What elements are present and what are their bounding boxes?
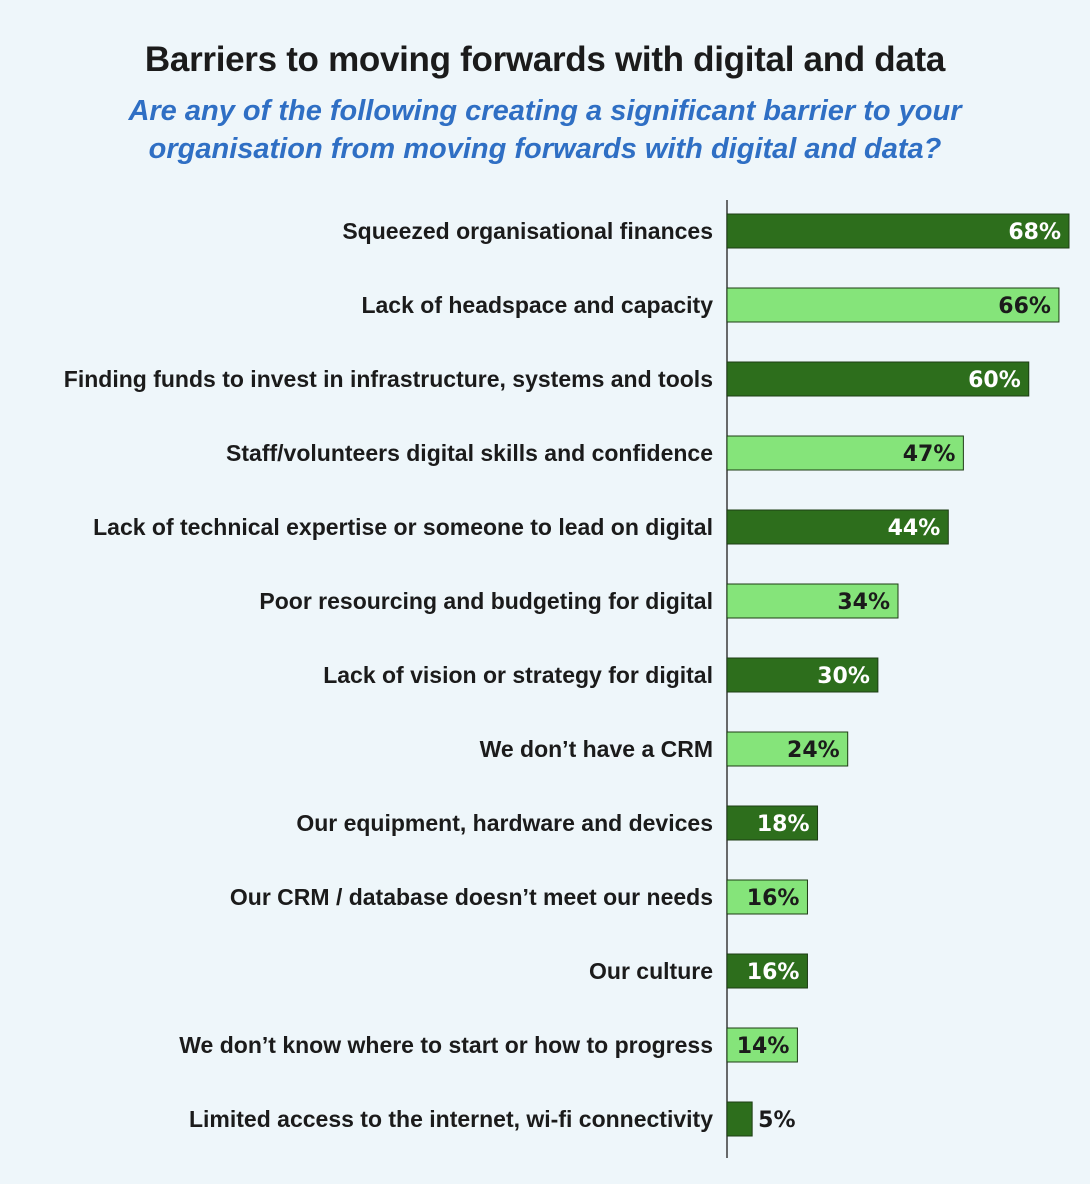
category-label: Poor resourcing and budgeting for digita… bbox=[259, 588, 713, 614]
bar bbox=[726, 879, 808, 915]
bar bbox=[726, 1027, 798, 1063]
value-label: 14% bbox=[737, 1034, 790, 1059]
chart-subtitle: Are any of the following creating a sign… bbox=[0, 92, 1090, 168]
value-label: 16% bbox=[747, 960, 800, 985]
bar bbox=[726, 213, 1070, 249]
category-label: Our CRM / database doesn’t meet our need… bbox=[230, 884, 713, 910]
bar bbox=[726, 953, 808, 989]
bar bbox=[726, 657, 879, 693]
value-label: 24% bbox=[787, 738, 840, 763]
subtitle-line-1: Are any of the following creating a sign… bbox=[128, 95, 962, 127]
bar bbox=[726, 509, 949, 545]
category-label: Lack of vision or strategy for digital bbox=[323, 662, 713, 688]
value-label: 16% bbox=[747, 886, 800, 911]
category-label: Lack of technical expertise or someone t… bbox=[93, 514, 713, 540]
value-label: 66% bbox=[998, 294, 1051, 319]
bar bbox=[726, 805, 819, 841]
category-label: We don’t have a CRM bbox=[480, 736, 713, 762]
value-label: 34% bbox=[837, 590, 890, 615]
value-label: 68% bbox=[1008, 220, 1061, 245]
category-label: Our equipment, hardware and devices bbox=[296, 810, 713, 836]
category-label: Staff/volunteers digital skills and conf… bbox=[226, 440, 713, 466]
category-label: We don’t know where to start or how to p… bbox=[179, 1032, 713, 1058]
value-label: 30% bbox=[817, 664, 870, 689]
value-label: 47% bbox=[903, 442, 956, 467]
value-label: 60% bbox=[968, 368, 1021, 393]
category-label: Finding funds to invest in infrastructur… bbox=[64, 366, 713, 392]
bar bbox=[726, 435, 964, 471]
chart-title: Barriers to moving forwards with digital… bbox=[144, 40, 946, 79]
category-label: Our culture bbox=[589, 958, 713, 984]
bar bbox=[726, 1101, 753, 1137]
bar bbox=[726, 731, 849, 767]
category-label: Squeezed organisational finances bbox=[342, 218, 713, 244]
bar bbox=[726, 287, 1060, 323]
value-label: 18% bbox=[757, 812, 810, 837]
value-label: 5% bbox=[758, 1108, 795, 1133]
category-label: Limited access to the internet, wi-fi co… bbox=[189, 1106, 713, 1132]
bar bbox=[726, 583, 899, 619]
category-label: Lack of headspace and capacity bbox=[361, 292, 713, 318]
value-label: 44% bbox=[888, 516, 941, 541]
bar bbox=[726, 361, 1030, 397]
subtitle-line-2: organisation from moving forwards with d… bbox=[148, 133, 942, 165]
